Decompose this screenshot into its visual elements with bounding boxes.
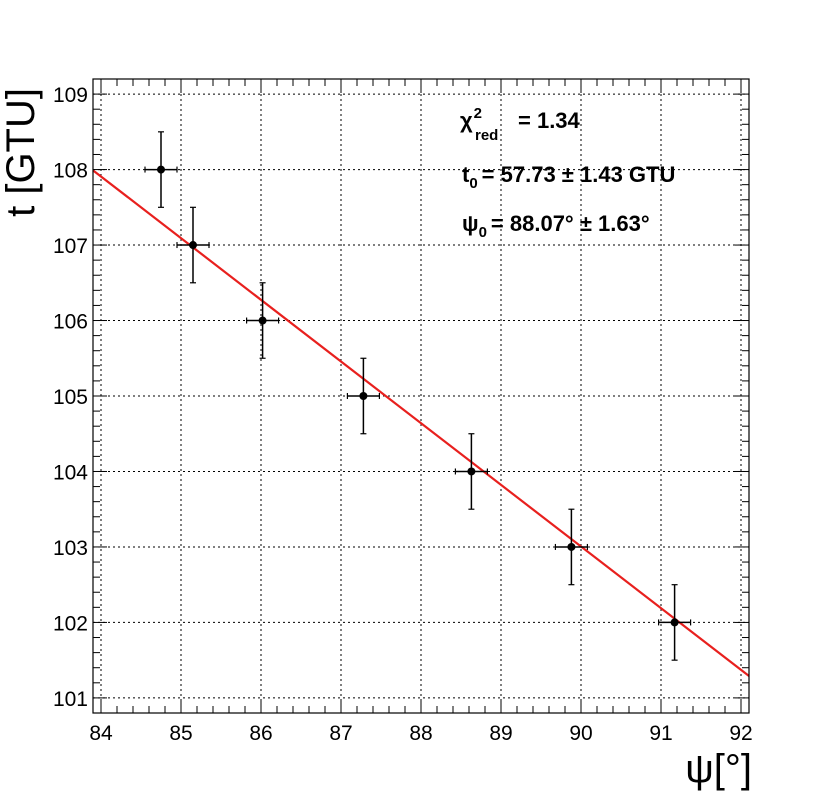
t0-symbol: t (462, 162, 470, 187)
x-tick-label: 86 (249, 722, 272, 745)
chi2-sub: red (475, 127, 498, 144)
data-point (144, 131, 178, 208)
point-marker (189, 241, 197, 250)
psi0-symbol: ψ (462, 211, 479, 236)
x-tick-label: 91 (649, 722, 672, 745)
psi0-annotation: ψ0 = 88.07° ± 1.63° (462, 211, 650, 241)
data-point (454, 433, 488, 510)
point-marker (157, 165, 165, 174)
psi0-sub: 0 (479, 224, 487, 241)
y-tick-label: 101 (53, 688, 88, 711)
y-tick-label: 108 (53, 160, 88, 183)
y-tick-label: 107 (53, 235, 88, 258)
x-tick-label: 89 (489, 722, 512, 745)
data-point (346, 357, 380, 435)
point-marker (670, 618, 679, 627)
fit-line-group (92, 169, 750, 677)
y-tick-label: 102 (53, 612, 88, 635)
point-marker (567, 542, 576, 551)
point-marker (258, 316, 267, 325)
tick-labels: 84 85 86 87 88 89 90 91 92 101 102 103 104 105 106 107 1… (53, 84, 753, 745)
t0-annotation: t0 = 57.73 ± 1.43 GTU (462, 162, 675, 192)
y-tick-label: 104 (53, 461, 88, 484)
chi2-symbol: χ (460, 108, 473, 133)
fit-annotations: χ2 red= 1.34 t0 = 57.73 ± 1.43 GTU ψ0 = 88.… (460, 105, 675, 241)
y-axis-title: t [GTU] (0, 88, 43, 217)
grid (93, 79, 749, 713)
psi0-value: = 88.07° ± 1.63° (491, 211, 650, 236)
x-tick-label: 87 (329, 722, 352, 745)
y-tick-label: 103 (53, 537, 88, 560)
x-tick-label: 88 (409, 722, 432, 745)
chi2-value: = 1.34 (518, 108, 581, 133)
t0-value: = 57.73 ± 1.43 GTU (482, 162, 676, 187)
x-tick-label: 90 (569, 722, 592, 745)
y-tick-label: 106 (53, 311, 88, 334)
x-tick-label: 84 (89, 722, 113, 745)
point-marker (467, 467, 476, 476)
data-point (246, 282, 280, 359)
y-tick-label: 109 (53, 84, 88, 107)
data-point (176, 206, 210, 284)
y-tick-label: 105 (53, 386, 88, 409)
point-marker (359, 392, 368, 400)
x-tick-label: 92 (729, 722, 752, 745)
chi2-sup: 2 (474, 105, 482, 122)
x-tick-label: 85 (169, 722, 192, 745)
t0-sub: 0 (469, 175, 477, 192)
axis-ticks (93, 78, 749, 714)
data-point (554, 508, 589, 586)
data-point (657, 584, 692, 661)
fit-line (92, 169, 750, 677)
data-points (144, 131, 692, 661)
chi2-annotation: χ2 red = 1.34 (460, 105, 581, 144)
x-axis-title: ψ[°] (685, 747, 752, 791)
